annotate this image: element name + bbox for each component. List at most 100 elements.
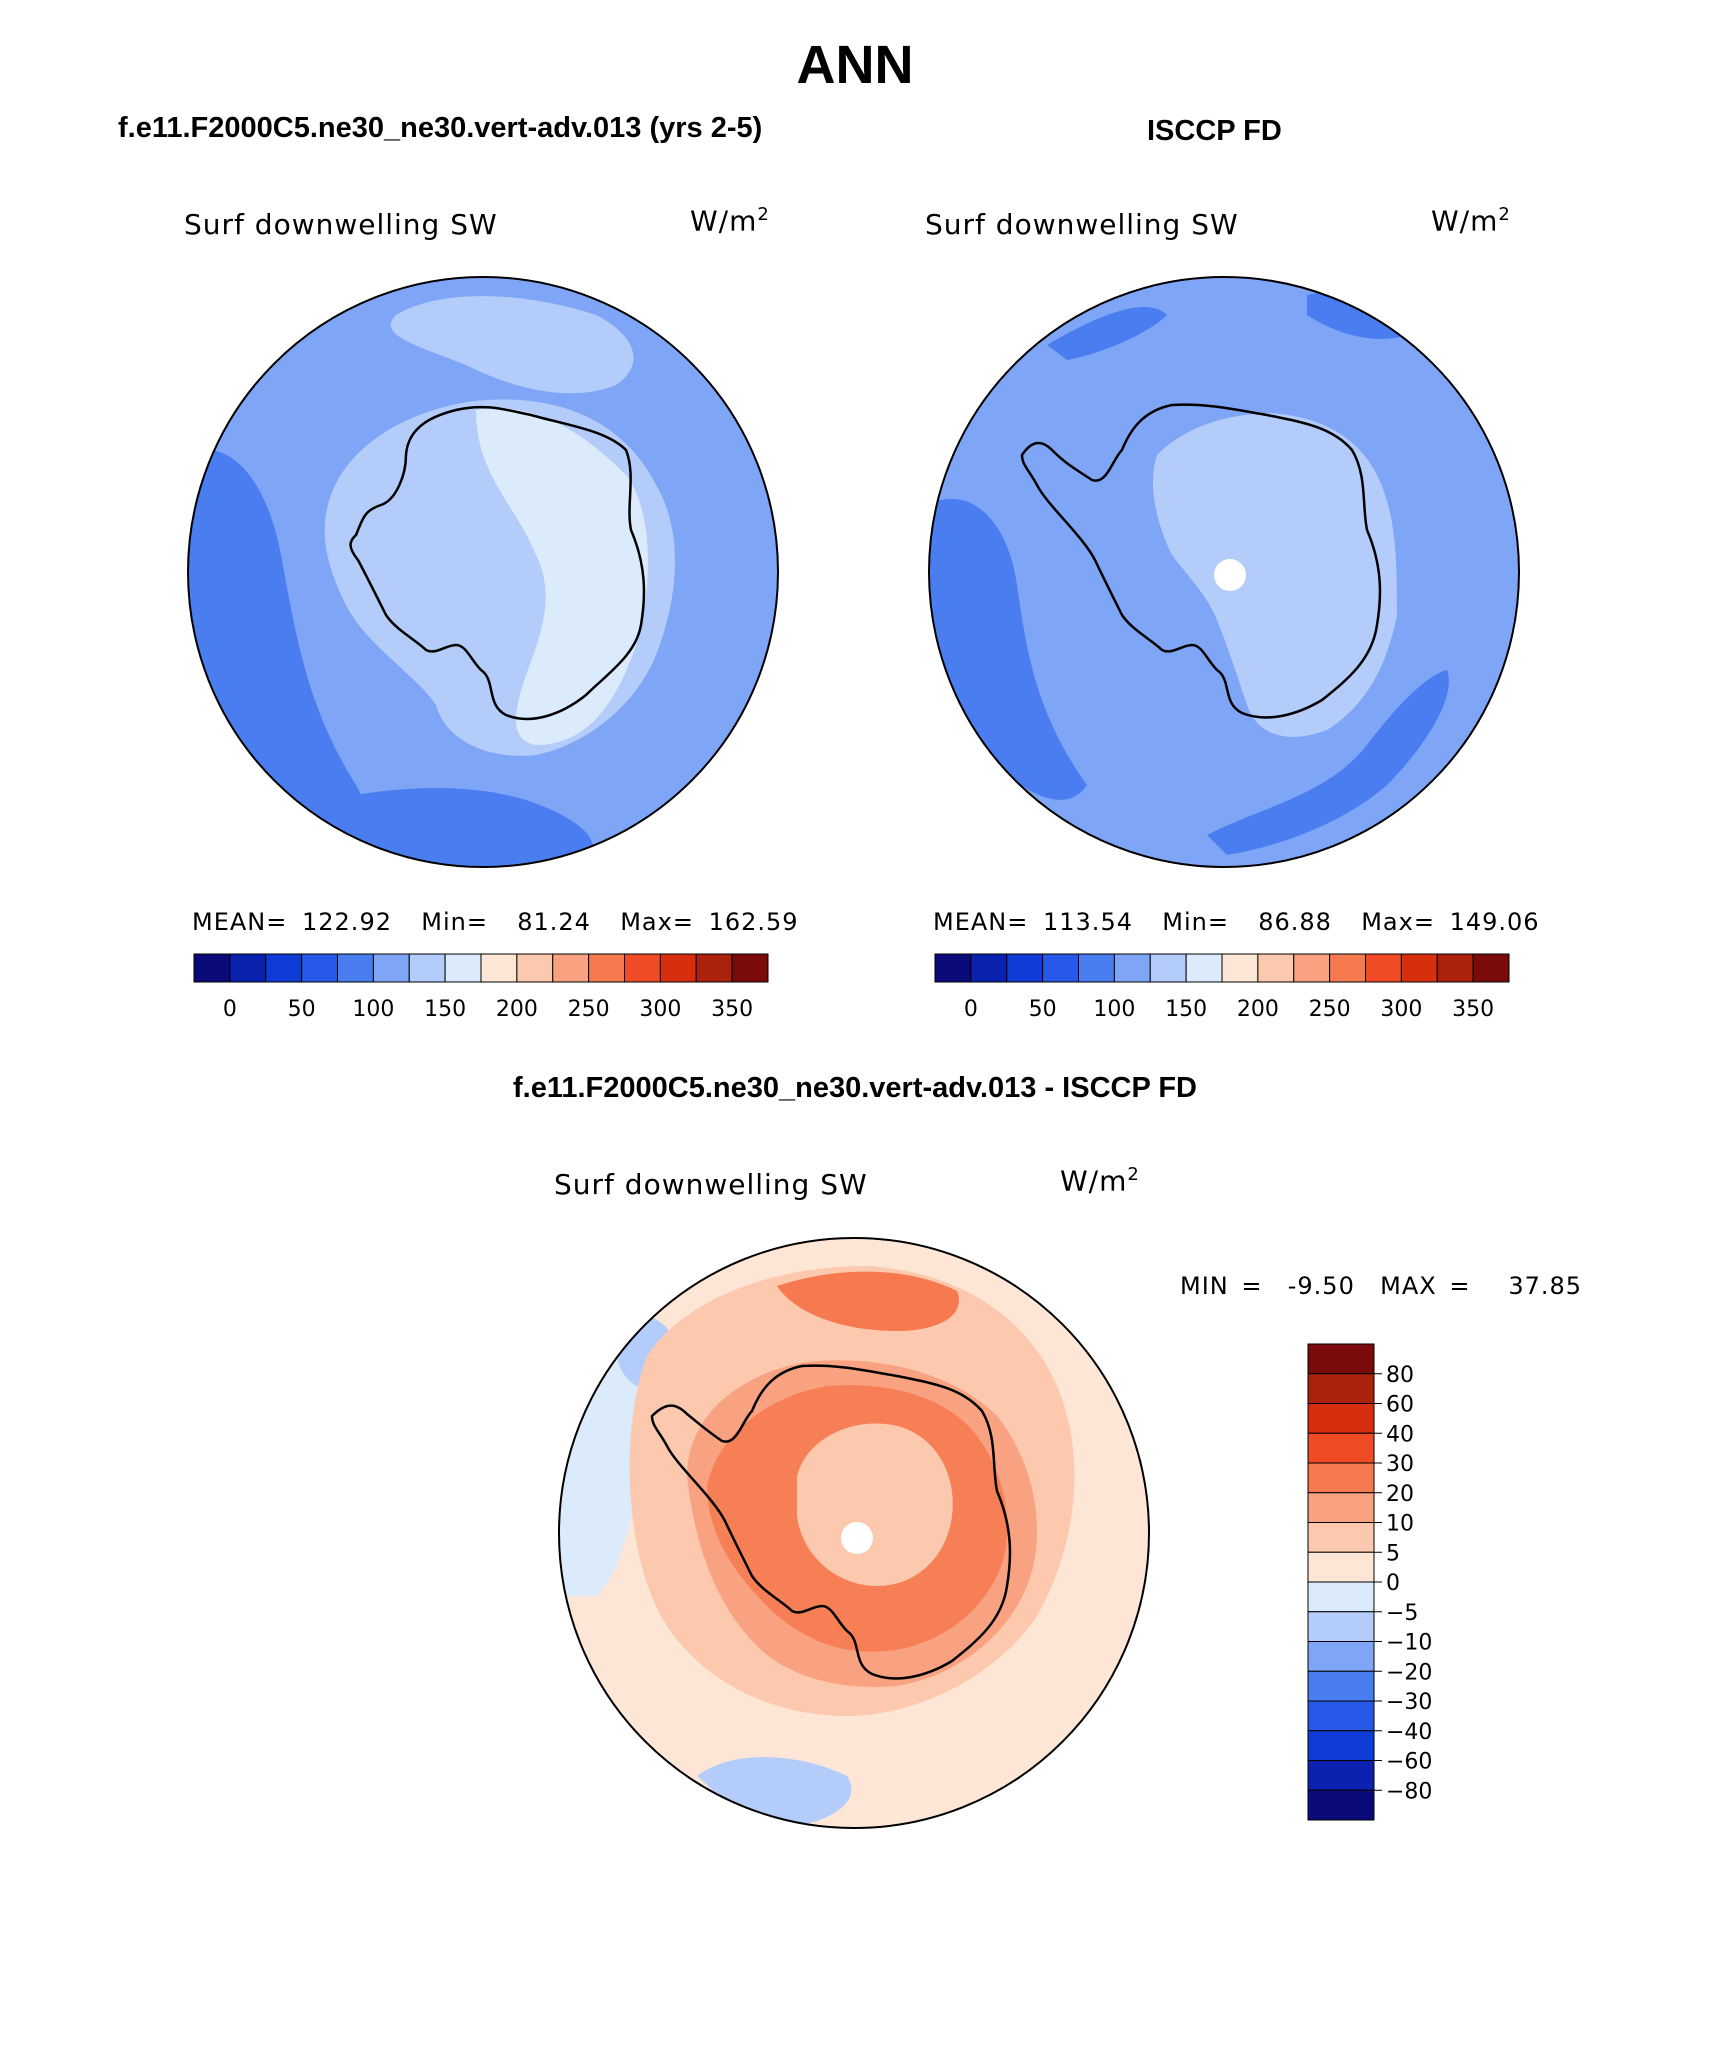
diff-min-value: -9.50	[1287, 1272, 1355, 1300]
diff-colorbar-tick-label: −30	[1386, 1690, 1432, 1715]
obs-colorbar-swatch	[1293, 953, 1331, 983]
obs-colorbar-swatch	[1042, 953, 1079, 983]
diff-colorbar-tick-label: 0	[1386, 1571, 1400, 1596]
diff-colorbar-tick-label: 20	[1386, 1482, 1414, 1507]
diff-colorbar-tick-label: 80	[1386, 1363, 1414, 1388]
model-units-label: W/m2	[690, 204, 770, 237]
diff-colorbar-swatch	[1307, 1670, 1375, 1702]
obs-contour-continent	[1152, 413, 1397, 737]
diff-colorbar-tick-label: −10	[1386, 1631, 1432, 1656]
model-colorbar: 0 50 100 150 200 250 300 350	[193, 953, 769, 1022]
obs-panel-title: ISCCP FD	[1147, 115, 1282, 147]
model-colorbar-tick-label: 100	[352, 997, 394, 1022]
diff-max-label: MAX =	[1380, 1272, 1471, 1300]
model-colorbar-swatch	[480, 953, 518, 983]
obs-stats: MEAN= 113.54 Min= 86.88 Max= 149.06	[933, 908, 1540, 936]
diff-max-value: 37.85	[1508, 1272, 1583, 1300]
model-colorbar-swatch	[337, 953, 374, 983]
obs-units-exp: 2	[1498, 204, 1511, 225]
obs-colorbar-swatch	[1257, 953, 1295, 983]
model-colorbar-tick-label: 0	[223, 997, 237, 1022]
model-colorbar-swatch	[731, 953, 769, 983]
obs-mean-label: MEAN=	[933, 908, 1029, 936]
diff-colorbar: 80 60 40 30 20 10 5 0 −5 −10 −20 −30 −40 −60 −80	[1307, 1343, 1432, 1821]
diff-colorbar-tick-label: 60	[1386, 1393, 1414, 1418]
diff-colorbar-swatch	[1307, 1730, 1375, 1761]
obs-colorbar: 0 50 100 150 200 250 300 350	[934, 953, 1510, 1022]
diff-colorbar-swatch	[1307, 1551, 1375, 1583]
model-units-text: W/m	[690, 204, 758, 238]
obs-map	[928, 276, 1520, 868]
diff-coastline	[650, 1364, 1012, 1680]
model-contour-north-high	[390, 296, 634, 394]
model-colorbar-swatch	[265, 953, 303, 983]
obs-colorbar-swatch	[1113, 953, 1151, 983]
model-colorbar-swatch	[301, 953, 338, 983]
diff-contour-southwest-neg	[697, 1757, 852, 1828]
model-panel-title: f.e11.F2000C5.ne30_ne30.vert-adv.013 (yr…	[118, 112, 763, 144]
model-min-value: 81.24	[517, 908, 591, 936]
diff-colorbar-tick-label: −20	[1386, 1660, 1432, 1685]
obs-colorbar-swatch	[1472, 953, 1510, 983]
diff-colorbar-swatch	[1307, 1581, 1375, 1613]
diff-colorbar-swatch	[1307, 1789, 1375, 1821]
obs-colorbar-swatch	[1221, 953, 1259, 983]
diff-colorbar-swatch	[1307, 1492, 1375, 1523]
model-colorbar-swatch	[659, 953, 697, 983]
model-colorbar-swatch	[516, 953, 554, 983]
model-colorbar-swatch	[695, 953, 733, 983]
obs-colorbar-swatch	[1006, 953, 1044, 983]
model-mean-label: MEAN=	[192, 908, 288, 936]
diff-colorbar-swatch	[1307, 1403, 1375, 1434]
diff-colorbar-tick-label: 5	[1386, 1541, 1400, 1566]
diff-min-label: MIN =	[1180, 1272, 1263, 1300]
obs-colorbar-tick-label: 200	[1237, 997, 1279, 1022]
diff-pole-hole	[841, 1522, 873, 1554]
diff-colorbar-tick-label: 40	[1386, 1422, 1414, 1447]
model-min-label: Min=	[421, 908, 488, 936]
obs-colorbar-swatch	[1400, 953, 1438, 983]
diff-colorbar-swatch	[1307, 1462, 1375, 1494]
model-colorbar-swatch	[372, 953, 410, 983]
obs-min-value: 86.88	[1258, 908, 1332, 936]
obs-mean-value: 113.54	[1043, 908, 1133, 936]
model-contour-plateau	[476, 408, 648, 745]
model-variable-label: Surf downwelling SW	[184, 208, 498, 241]
obs-contour-north-low	[1047, 306, 1167, 360]
obs-max-value: 149.06	[1449, 908, 1540, 936]
obs-colorbar-swatch	[1436, 953, 1474, 983]
diff-map	[558, 1237, 1150, 1829]
obs-colorbar-tick-label: 350	[1452, 997, 1494, 1022]
model-colorbar-tick-label: 350	[711, 997, 753, 1022]
obs-colorbar-swatch	[1078, 953, 1115, 983]
model-colorbar-swatch	[552, 953, 590, 983]
obs-colorbar-swatch	[1185, 953, 1223, 983]
obs-max-label: Max=	[1361, 908, 1435, 936]
obs-contour-south-low	[1207, 670, 1449, 855]
obs-colorbar-swatch	[1329, 953, 1366, 983]
obs-colorbar-swatch	[1365, 953, 1402, 983]
model-colorbar-tick-label: 300	[639, 997, 681, 1022]
model-colorbar-swatch	[229, 953, 267, 983]
diff-colorbar-tick-label: −60	[1386, 1750, 1432, 1775]
diff-colorbar-tick-label: 10	[1386, 1512, 1414, 1537]
obs-units-label: W/m2	[1431, 204, 1511, 237]
diff-contour-interior-5	[797, 1423, 953, 1586]
model-colorbar-swatch	[193, 953, 231, 983]
obs-colorbar-tick-label: 250	[1309, 997, 1351, 1022]
obs-contour-west-low	[929, 499, 1087, 800]
model-max-value: 162.59	[708, 908, 799, 936]
diff-colorbar-swatch	[1307, 1432, 1375, 1464]
diff-stats: MIN = -9.50 MAX = 37.85	[1180, 1272, 1582, 1300]
model-contour-south-low	[325, 788, 594, 867]
diff-colorbar-swatch	[1307, 1700, 1375, 1732]
obs-colorbar-tick-label: 0	[964, 997, 978, 1022]
diff-colorbar-tick-label: −40	[1386, 1720, 1432, 1745]
model-colorbar-swatch	[408, 953, 446, 983]
diff-colorbar-swatch	[1307, 1343, 1375, 1375]
obs-pole-hole	[1214, 559, 1246, 591]
obs-units-text: W/m	[1431, 204, 1499, 238]
diff-units-text: W/m	[1060, 1164, 1128, 1198]
diff-contour-north-20	[777, 1271, 959, 1331]
model-colorbar-swatch	[588, 953, 625, 983]
